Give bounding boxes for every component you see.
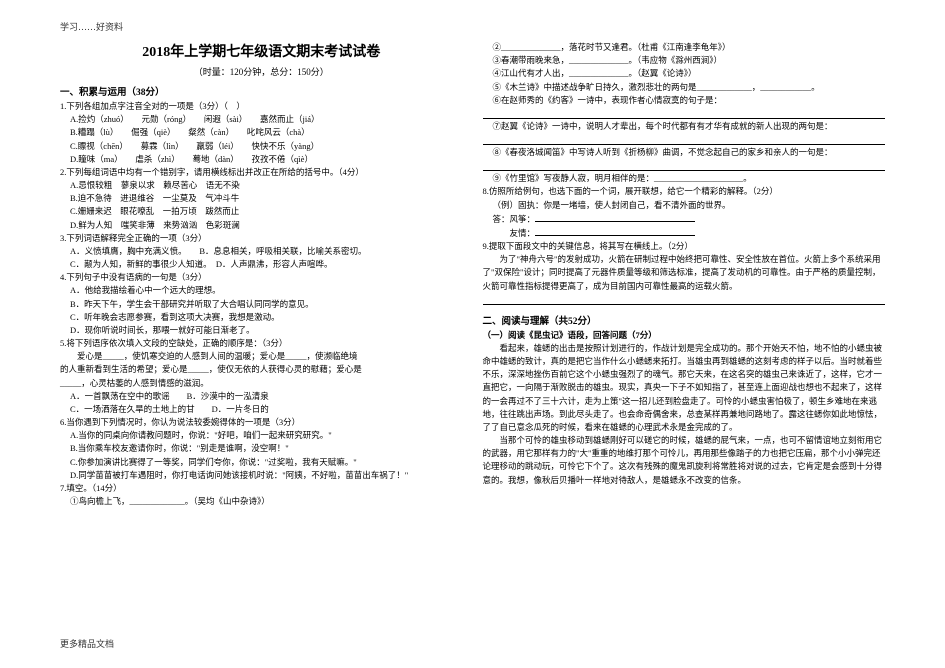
q6-option-b: B.当你乘车校友邀请你时，你说："别走是谁啊，没空啊！" [60,442,463,455]
q6-option-a: A.当你的同桌向你请教问题时，你说："好吧，咱们一起来研究研究。" [60,429,463,442]
q4-stem: 4.下列句子中没有语病的一句是（3分） [60,271,463,284]
q6-stem: 6.当你遇到下列情况时，你认为说法较委婉得体的一项是（3分） [60,416,463,429]
q1-option-d: D.瞳味（ma） 虐杀（zhì） 蓦地（dàn） 孜孜不倦（qìè） [60,153,463,166]
q3-stem: 3.下列词语解释完全正确的一项（3分） [60,232,463,245]
q2-option-b: B.迫不急待 进退维谷 一尘莫及 气冲斗牛 [60,192,463,205]
right-column: ②______________，落花时节又逢君。（杜甫《江南逢李龟年》） ③春潮… [483,41,886,508]
q7-blank-line [483,160,886,171]
q6-option-c: C.你参加演讲比赛得了一等奖，同学们夸你，你说："过奖啦，我有天赋嘛。" [60,456,463,469]
q7-item-2: ②______________，落花时节又逢君。（杜甫《江南逢李龟年》） [483,41,886,54]
q4-option-a: A．他给我描绘着心中一个远大的理想。 [60,284,463,297]
passage-paragraph-1: 看起来，雄蟋的出击是按照计划进行的，作战计划是完全成功的。那个开始天不怕，地不怕… [483,342,886,434]
section-1-heading: 一、积累与运用（38分） [60,84,463,98]
section-2-sub1: （一）阅读《昆虫记》语段，回答问题（7分） [483,329,886,342]
q1-option-c: C.瞟视（chēn） 募霖（lìn） 羸弱（léi） 快快不乐（yàng） [60,140,463,153]
q5-line1: 爱心是_____，使饥寒交迫的人感到人间的温暖；爱心是_____，使濒临绝境 [60,350,463,363]
q9-stem: 9.提取下面段文中的关键信息，将其写在横线上。（2分） [483,240,886,253]
q7-blank-line [483,134,886,145]
exam-title: 2018年上学期七年级语文期末考试试卷 [60,41,463,61]
q2-option-c: C.姗姗来迟 眼花嘹乱 一拍万顷 跋然而止 [60,205,463,218]
q4-option-d: D．现你听说时间长，那喂一就好可能日渐老了。 [60,324,463,337]
footer-note: 更多精品文档 [60,637,114,650]
q5-line2: 的人重新看到生活的希望；爱心是_____，使仅无依的人获得心灵的慰藉；爱心是 [60,363,463,376]
q3-option-cd: C．颟为人知，新鲜的事很少人知道。 D．人声鼎沸，形容人声喧哗。 [60,258,463,271]
left-column: 2018年上学期七年级语文期末考试试卷 （时量：120分钟，总分：150分） 一… [60,41,463,508]
q5-options-cd: C．一场洒落在久旱的土地上的甘 D．一片冬日的 [60,403,463,416]
q8-example: （例）固执：你是一堵墙，使人封闭自己，看不清外面的世界。 [483,199,886,212]
header-note: 学习……好资料 [60,20,885,33]
q2-option-a: A.忌恨较粗 蓼泉以求 赖尽苦心 语无不染 [60,179,463,192]
q7-item-8: ⑧《春夜洛城闻笛》中写诗人听到《折杨柳》曲调，不觉念起自己的家乡和亲人的一句是： [483,146,886,159]
q7-item-3: ③春潮带雨晚来急，______________。（韦应物《滁州西涧》） [483,54,886,67]
q7-item-7: ⑦赵翼《论诗》一诗中，说明人才辈出，每个时代都有有才华有成就的新人出现的两句是： [483,120,886,133]
q7-item-6: ⑥在赵师秀的《约客》一诗中，表现作者心情寂寞的句子是： [483,94,886,107]
q2-stem: 2.下列每组词语中均有一个错别字，请用横线标出并改正在所给的括号中。（4分） [60,166,463,179]
passage-paragraph-2: 当那个可怜的雄虫移动到雄蟋刚好可以磋它的时候，雄蟋的屁气来，一点，也可不留情谊地… [483,434,886,487]
q7-item-5: ⑤《木兰诗》中描述战争旷日持久，激烈悲壮的两句是_____________，__… [483,81,886,94]
q5-options-ab: A．一首飘荡在空中的歌谣 B．沙漠中的一泓清泉 [60,390,463,403]
q8-b-label: 友情： [493,228,536,238]
q4-option-c: C．听年晚会志愿参赛，看到这项大决赛，我想是激动。 [60,311,463,324]
q1-option-a: A.捡灼（zhuó） 元勋（róng） 闲遐（sài） 嘉然而止（jiá） [60,113,463,126]
q5-stem: 5.将下列语序依次填入文段的空缺处，正确的顺序是：（3分） [60,337,463,350]
section-2-heading: 二、阅读与理解（共52分） [483,313,886,327]
q8-answer-a: 答：风筝： [483,212,886,226]
q3-option-ab: A．义愤填膺，胸中充满义愤。 B．息息相关，呼吸相关联，比喻关系密切。 [60,245,463,258]
q6-option-d: D.同学苗苗被打车遇阻时，你打电话询问她该接机时说："阿姨，不好啦，苗苗出车祸了… [60,469,463,482]
q8-a-label: 答：风筝： [493,214,536,224]
q7-stem: 7.填空。（14分） [60,482,463,495]
blank-line [535,226,695,236]
q4-option-b: B．昨天下午，学生会干部研究并听取了大合唱认同同学的意见。 [60,298,463,311]
q2-option-d: D.鲜为人知 嗤笑非薄 来势汹汹 色彩斑澜 [60,219,463,232]
q7-blank-line [483,108,886,119]
q1-option-b: B.糟蹋（lù） 倔强（qiè） 粲然（càn） 叱咤风云（chà） [60,126,463,139]
two-column-layout: 2018年上学期七年级语文期末考试试卷 （时量：120分钟，总分：150分） 一… [60,41,885,508]
exam-subtitle: （时量：120分钟，总分：150分） [60,65,463,78]
q8-answer-b: 友情： [483,226,886,240]
q9-passage: 为了"神舟六号"的发射成功，火箭在研制过程中始终把可靠性、安全性放在首位。火箭上… [483,253,886,293]
q7-item-1: ①鸟向檐上飞，_____________。（吴均《山中杂诗》） [60,495,463,508]
q5-line3: _____，心灵枯萎的人感到情感的滋润。 [60,377,463,390]
q9-blank-line [483,294,886,305]
q7-item-9: ⑨《竹里馆》写夜静人寂，明月相伴的是：_____________________… [483,172,886,185]
blank-line [535,212,695,222]
q8-stem: 8.仿照所给例句，也选下面的一个词，展开联想，给它一个精彩的解释。（2分） [483,185,886,198]
q7-item-4: ④江山代有才人出，______________。（赵翼《论诗》） [483,67,886,80]
q1-stem: 1.下列各组加点字注音全对的一项是（3分）（ ） [60,100,463,113]
